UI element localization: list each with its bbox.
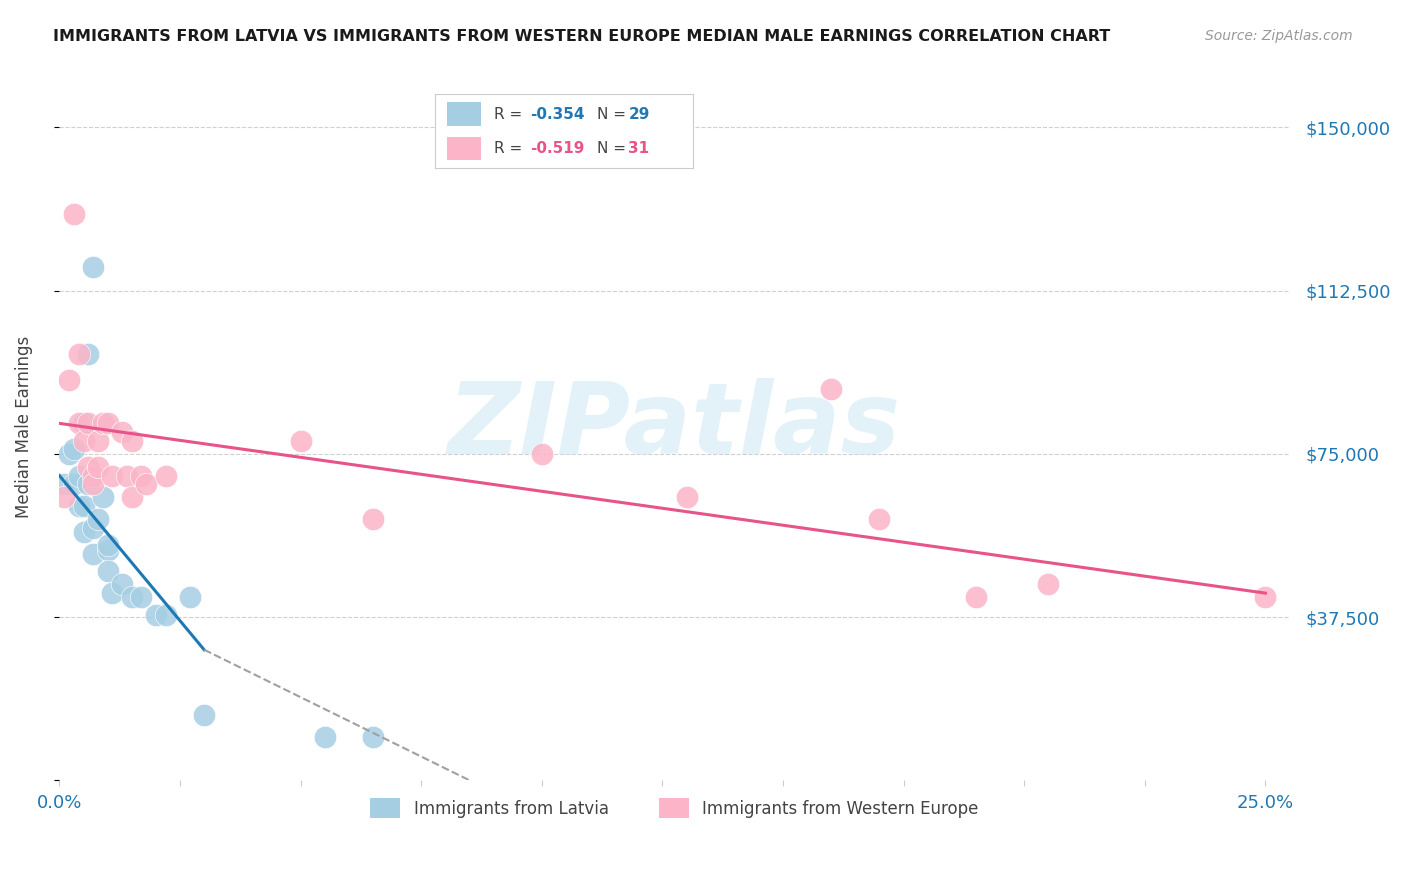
Point — [101, 468, 124, 483]
Point — [82, 477, 104, 491]
Point — [530, 447, 553, 461]
Point — [97, 417, 120, 431]
Point — [361, 512, 384, 526]
Point — [82, 521, 104, 535]
Point — [63, 442, 86, 457]
Point — [72, 499, 94, 513]
Point — [675, 491, 697, 505]
Point — [361, 730, 384, 744]
Point — [63, 477, 86, 491]
Legend: Immigrants from Latvia, Immigrants from Western Europe: Immigrants from Latvia, Immigrants from … — [364, 791, 986, 825]
Point — [111, 425, 134, 439]
Point — [87, 512, 110, 526]
Point — [193, 708, 215, 723]
Point — [965, 591, 987, 605]
Point — [72, 417, 94, 431]
Point — [91, 417, 114, 431]
Point — [91, 491, 114, 505]
Point — [121, 434, 143, 448]
Point — [77, 459, 100, 474]
Point — [72, 434, 94, 448]
Text: ZIPatlas: ZIPatlas — [449, 378, 901, 475]
Point — [63, 207, 86, 221]
Point — [111, 577, 134, 591]
Point — [314, 730, 336, 744]
Point — [67, 499, 90, 513]
Point — [1254, 591, 1277, 605]
Point — [58, 373, 80, 387]
Point — [82, 468, 104, 483]
Point — [77, 477, 100, 491]
Point — [145, 607, 167, 622]
Point — [179, 591, 201, 605]
Point — [97, 542, 120, 557]
Point — [97, 565, 120, 579]
Point — [121, 491, 143, 505]
Point — [869, 512, 891, 526]
Point — [290, 434, 312, 448]
Point — [53, 491, 76, 505]
Point — [155, 607, 177, 622]
Y-axis label: Median Male Earnings: Median Male Earnings — [15, 335, 32, 517]
Point — [67, 417, 90, 431]
Point — [101, 586, 124, 600]
Text: IMMIGRANTS FROM LATVIA VS IMMIGRANTS FROM WESTERN EUROPE MEDIAN MALE EARNINGS CO: IMMIGRANTS FROM LATVIA VS IMMIGRANTS FRO… — [53, 29, 1111, 44]
Point — [135, 477, 157, 491]
Point — [131, 591, 153, 605]
Point — [82, 547, 104, 561]
Text: Source: ZipAtlas.com: Source: ZipAtlas.com — [1205, 29, 1353, 43]
Point — [121, 591, 143, 605]
Point — [67, 468, 90, 483]
Point — [97, 538, 120, 552]
Point — [87, 434, 110, 448]
Point — [58, 447, 80, 461]
Point — [115, 468, 138, 483]
Point — [155, 468, 177, 483]
Point — [67, 347, 90, 361]
Point — [820, 382, 842, 396]
Point — [1038, 577, 1060, 591]
Point — [77, 347, 100, 361]
Point — [87, 459, 110, 474]
Point — [72, 525, 94, 540]
Point — [82, 260, 104, 274]
Point — [77, 417, 100, 431]
Point — [53, 477, 76, 491]
Point — [131, 468, 153, 483]
